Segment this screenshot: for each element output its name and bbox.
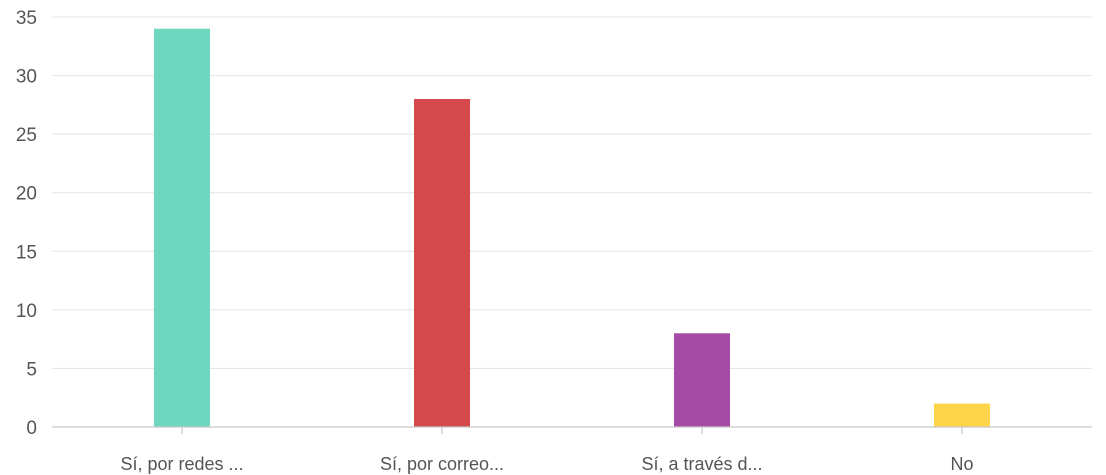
bar-3[interactable] [674,333,730,427]
y-tick-label-30: 30 [16,67,37,88]
y-tick-label-10: 10 [16,301,37,322]
x-tick-label-1: Sí, por redes ... [120,454,243,474]
bar-4[interactable] [934,403,990,427]
y-axis-tick-labels: 0 5 10 15 20 25 30 35 [16,8,37,439]
y-tick-label-25: 25 [16,125,37,146]
x-tick-label-4: No [950,454,973,474]
y-tick-label-0: 0 [26,418,37,439]
x-axis-tick-labels: Sí, por redes ... Sí, por correo... Sí, a … [120,454,973,474]
x-axis [52,426,1092,434]
bar-2[interactable] [414,99,470,427]
y-tick-label-20: 20 [16,184,37,205]
x-tick-label-3: Sí, a través d... [641,454,762,474]
y-tick-label-35: 35 [16,8,37,29]
x-tick-label-2: Sí, por correo... [380,454,504,474]
grid-lines [52,16,1092,369]
bar-1[interactable] [154,28,210,427]
y-tick-label-5: 5 [26,359,37,380]
y-tick-label-15: 15 [16,242,37,263]
bars [154,28,990,427]
